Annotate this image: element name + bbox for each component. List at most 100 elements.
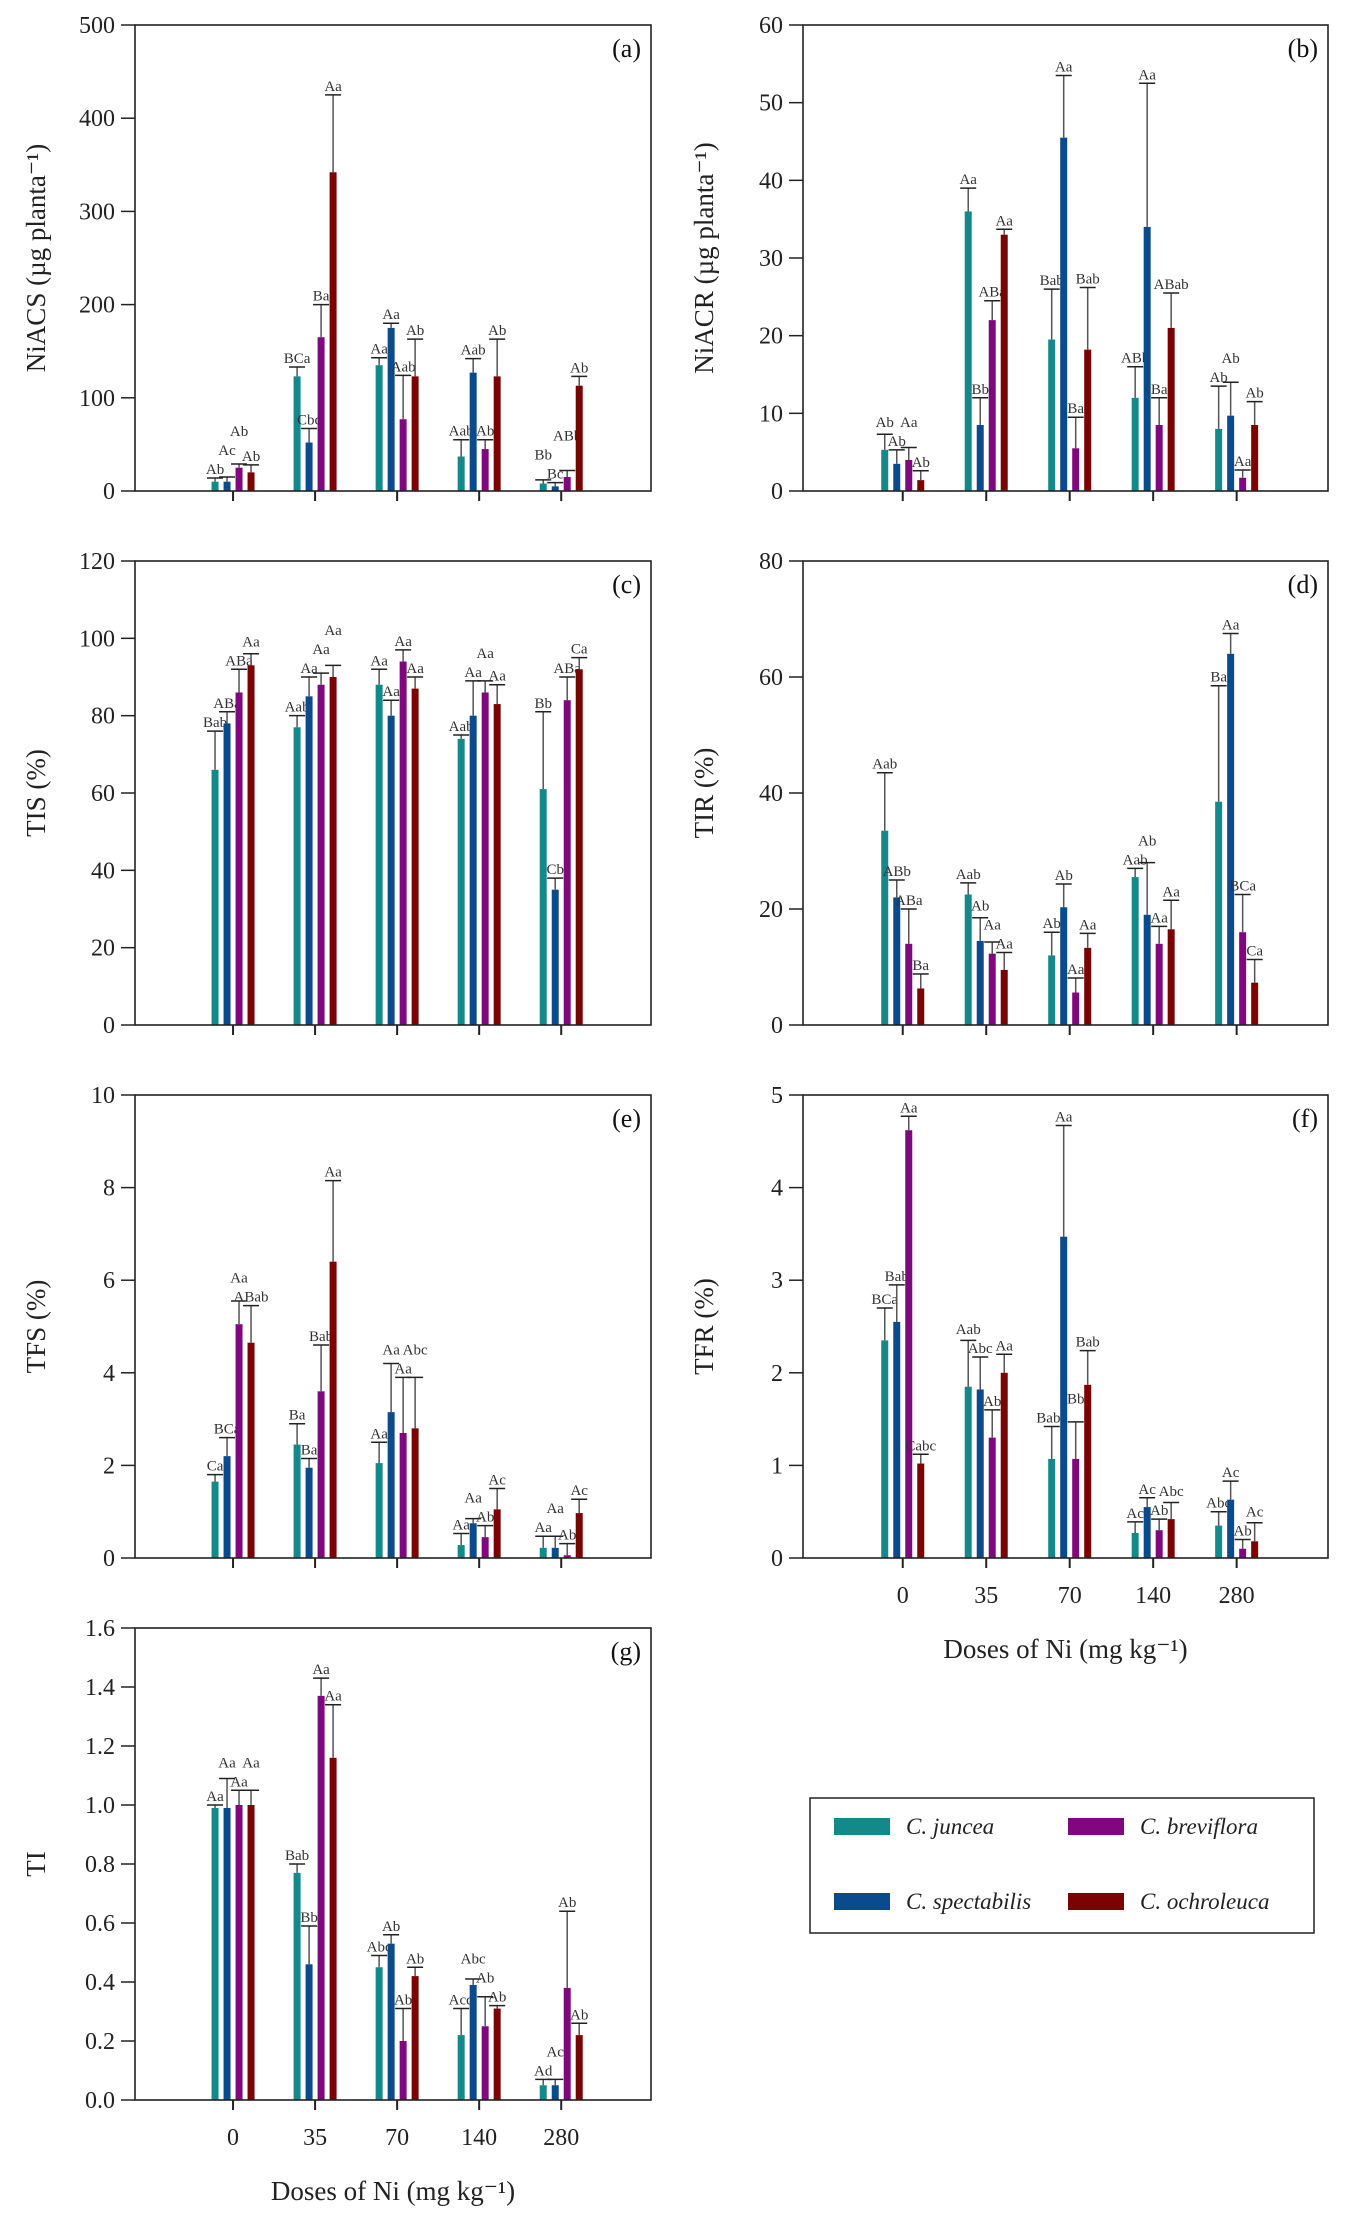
bar [399,2041,407,2100]
significance-label: Ba [301,1442,318,1458]
bar [399,661,407,1025]
bar [1167,327,1175,491]
significance-label: Ab [1055,868,1073,884]
legend-swatch-c-juncea [834,1818,890,1835]
significance-label: Aa [206,1789,224,1805]
significance-label: Aa [370,1426,388,1442]
significance-label: Aa [995,1338,1013,1354]
significance-label: Ac [218,443,236,459]
y-tick-label: 0 [103,1013,115,1039]
significance-label: Bab [1076,272,1100,288]
x-axis-title: Doses of Ni (mg kg⁻¹) [943,1634,1187,1664]
bar [976,424,984,491]
significance-label: Ba [1151,382,1168,398]
bar [1072,448,1080,491]
panel-letter: (a) [612,34,641,63]
bar [411,1428,419,1558]
significance-label: Ab [476,1510,494,1526]
y-tick-label: 0.6 [85,1911,115,1937]
significance-label: Aa [1055,59,1073,75]
significance-label: ABa [213,696,241,712]
significance-label: Aab [956,1322,981,1338]
bar [457,1545,465,1558]
significance-label: Ab [406,323,424,339]
bar [1215,1525,1223,1558]
bar [575,1513,583,1558]
bar [457,2035,465,2100]
significance-label: Aa [452,1517,470,1533]
bar [905,459,913,491]
panel-letter: (d) [1288,570,1318,599]
bar [1239,932,1247,1025]
significance-label: Bab [1040,273,1064,289]
y-tick-label: 400 [79,106,115,132]
bar [493,376,501,491]
significance-label: Ab [1221,351,1239,367]
significance-label: BCa [1229,879,1256,895]
bar [469,372,477,491]
significance-label: Ac [1222,1465,1240,1481]
x-tick-label: 140 [1135,1583,1171,1609]
legend-label-c-breviflora: C. breviflora [1140,1814,1258,1839]
bar [305,1467,313,1558]
bar [329,1261,337,1558]
significance-label: Aa [1150,910,1168,926]
bar [399,1432,407,1558]
bar [1048,339,1056,491]
bar [563,700,571,1025]
panel-letter: (f) [1292,1104,1318,1133]
bar [1000,234,1008,491]
significance-label: ABa [225,653,253,669]
x-tick-label: 280 [543,2125,579,2151]
significance-label: Ac [1126,1506,1144,1522]
bar [211,1481,219,1558]
bar [387,715,395,1025]
bar [493,704,501,1025]
y-tick-label: 60 [91,781,115,807]
bar [1060,907,1068,1025]
bar [551,1547,559,1558]
significance-label: Ba [1067,401,1084,417]
significance-label: Cabc [905,1438,936,1454]
significance-label: Aab [391,359,416,375]
y-tick-label: 1.0 [85,1793,115,1819]
bar [481,692,489,1025]
bar [469,1984,477,2100]
y-tick-label: 40 [759,781,783,807]
bar [411,688,419,1025]
bar [329,1757,337,2100]
significance-label: Aa [370,653,388,669]
bar [551,889,559,1025]
bar [905,1130,913,1558]
significance-label: Bb [1067,1392,1085,1408]
y-tick-label: 1.4 [85,1675,115,1701]
bar [881,1340,889,1558]
significance-label: Ab [476,1971,494,1987]
x-tick-label: 70 [1058,1583,1082,1609]
y-tick-label: 10 [91,1083,115,1109]
bar [1215,801,1223,1025]
bar [539,789,547,1025]
plot-frame [134,24,652,492]
significance-label: Aa [983,918,1001,934]
significance-label: Bb [300,1910,318,1926]
panel-g: Aa Bab Abc Acd Ad Aa Bb Ab Abc Ac Aa Aa Ab Ab Ab Aa Aa Ab… [21,1616,652,2206]
bar [493,1509,501,1558]
bar [905,943,913,1025]
significance-label: Aa [300,661,318,677]
bar [329,677,337,1025]
bar [563,1555,571,1558]
significance-label: Ab [876,415,894,431]
significance-label: Ab [382,1919,400,1935]
panel-letter: (b) [1288,34,1318,63]
significance-label: Ab [1233,1523,1251,1539]
significance-label: Aa [959,172,977,188]
bar [575,385,583,491]
bar [211,1807,219,2100]
y-tick-label: 0 [103,1546,115,1572]
significance-label: Ab [912,455,930,471]
bar [575,2035,583,2100]
bar [1048,955,1056,1025]
bar [1072,992,1080,1025]
bar [411,376,419,491]
